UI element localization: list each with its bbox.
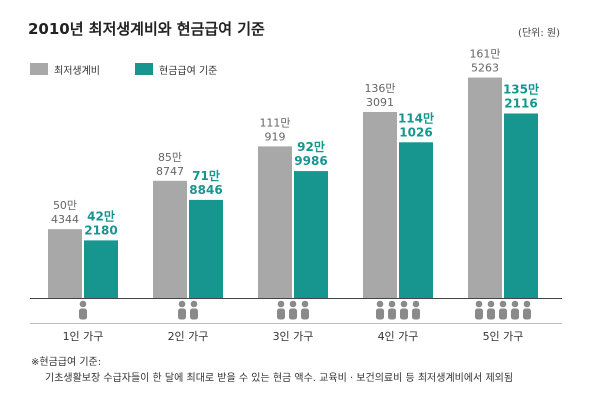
footnote: ※현금급여 기준: 기초생활보장 수급자들이 한 달에 최대로 받을 수 있는 … xyxy=(31,355,513,387)
person-icon xyxy=(388,300,396,320)
data-label-cash-bottom: 2116 xyxy=(504,96,537,110)
bar-min-cost xyxy=(48,229,82,298)
bar-min-cost xyxy=(258,146,292,298)
bar-cash xyxy=(84,240,118,298)
legend-swatch-min-cost xyxy=(30,63,48,75)
person-icon xyxy=(400,300,408,320)
person-icon xyxy=(301,300,309,320)
data-label-min-cost-bottom: 919 xyxy=(265,130,286,143)
person-icon xyxy=(511,300,519,320)
person-icon xyxy=(79,300,87,320)
person-icon xyxy=(376,300,384,320)
data-label-min-cost-bottom: 4344 xyxy=(51,213,79,226)
legend-label-min-cost: 최저생계비 xyxy=(54,66,100,77)
person-icon xyxy=(178,300,186,320)
data-label-cash-bottom: 1026 xyxy=(399,125,432,139)
bar-min-cost xyxy=(153,180,187,298)
data-label-min-cost-bottom: 3091 xyxy=(366,96,394,109)
category-label: 2인 가구 xyxy=(168,330,209,343)
data-label-cash-bottom: 9986 xyxy=(294,154,327,168)
category-label: 4인 가구 xyxy=(378,330,419,343)
data-label-min-cost-bottom: 8747 xyxy=(156,165,184,178)
footnote-text: 기초생활보장 수급자들이 한 달에 최대로 받을 수 있는 현금 액수. 교육비… xyxy=(45,373,514,384)
data-label-cash-top: 135만 xyxy=(503,81,539,96)
data-label-cash-bottom: 8846 xyxy=(189,183,222,197)
data-label-min-cost-top: 136만 xyxy=(364,82,395,95)
person-icon xyxy=(277,300,285,320)
bar-min-cost xyxy=(363,111,397,298)
bar-cash xyxy=(399,142,433,298)
category-label: 3인 가구 xyxy=(273,330,314,343)
legend-swatch-cash xyxy=(135,63,153,75)
person-icon xyxy=(190,300,198,320)
bar-cash xyxy=(189,199,223,298)
person-icon xyxy=(487,300,495,320)
data-label-cash-top: 71만 xyxy=(192,168,220,183)
data-label-cash-top: 42만 xyxy=(87,208,115,223)
data-label-min-cost-top: 85만 xyxy=(158,151,182,164)
chart-title: 2010년 최저생계비와 현금급여 기준 xyxy=(28,20,265,38)
data-label-min-cost-top: 161만 xyxy=(469,48,500,61)
bar-cash xyxy=(294,171,328,298)
data-label-cash-bottom: 2180 xyxy=(84,223,117,237)
person-icon xyxy=(499,300,507,320)
data-label-min-cost-top: 50만 xyxy=(53,199,77,212)
data-label-min-cost-top: 111만 xyxy=(259,116,290,129)
person-icon xyxy=(289,300,297,320)
bar-min-cost xyxy=(468,77,502,298)
person-icon xyxy=(412,300,420,320)
data-label-cash-top: 114만 xyxy=(398,110,434,125)
category-label: 1인 가구 xyxy=(63,330,104,343)
category-label: 5인 가구 xyxy=(483,330,524,343)
person-icon xyxy=(475,300,483,320)
unit-label: (단위: 원) xyxy=(518,28,560,39)
footnote-heading: ※현금급여 기준: xyxy=(31,357,102,368)
bar-cash xyxy=(504,113,538,298)
person-icon xyxy=(523,300,531,320)
legend-label-cash: 현금급여 기준 xyxy=(159,66,218,77)
data-label-min-cost-bottom: 5263 xyxy=(471,62,499,75)
data-label-cash-top: 92만 xyxy=(297,139,325,154)
